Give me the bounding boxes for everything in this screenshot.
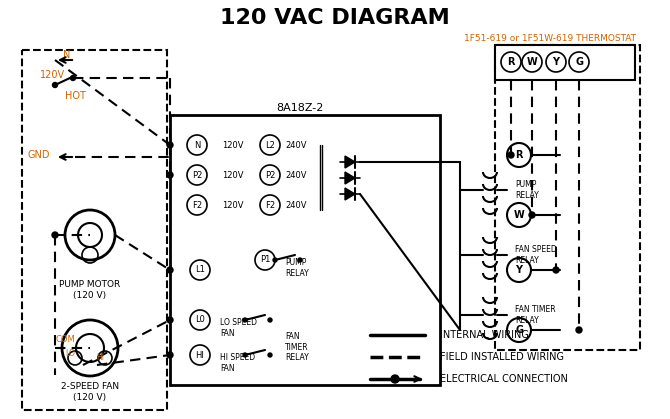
Text: HOT: HOT	[65, 91, 86, 101]
Text: 8A18Z-2: 8A18Z-2	[276, 103, 324, 113]
Text: 1F51-619 or 1F51W-619 THERMOSTAT: 1F51-619 or 1F51W-619 THERMOSTAT	[464, 34, 636, 42]
Text: ELECTRICAL CONNECTION: ELECTRICAL CONNECTION	[440, 374, 568, 384]
Text: W: W	[527, 57, 537, 67]
Text: LO SPEED
FAN: LO SPEED FAN	[220, 318, 257, 338]
Circle shape	[268, 318, 272, 322]
Text: 120V: 120V	[222, 171, 243, 179]
Circle shape	[70, 75, 76, 80]
Circle shape	[391, 375, 399, 383]
Circle shape	[553, 267, 559, 273]
Text: Y: Y	[515, 265, 523, 275]
Text: R: R	[515, 150, 523, 160]
Circle shape	[167, 352, 173, 358]
Text: 120V: 120V	[222, 201, 243, 210]
Text: 120V: 120V	[40, 70, 65, 80]
Circle shape	[243, 318, 247, 322]
Circle shape	[167, 317, 173, 323]
Circle shape	[243, 353, 247, 357]
Text: 240V: 240V	[285, 201, 306, 210]
Polygon shape	[345, 156, 355, 168]
Text: HI: HI	[96, 354, 104, 362]
Circle shape	[167, 267, 173, 273]
Text: N: N	[63, 50, 71, 60]
Text: FAN
TIMER
RELAY: FAN TIMER RELAY	[285, 332, 309, 362]
Text: 120 VAC DIAGRAM: 120 VAC DIAGRAM	[220, 8, 450, 28]
Text: HI: HI	[196, 351, 204, 360]
Text: 120V: 120V	[222, 140, 243, 150]
Circle shape	[273, 258, 277, 262]
Bar	[170, 115, 440, 385]
Circle shape	[508, 152, 514, 158]
Text: P2: P2	[192, 171, 202, 179]
Text: INTERNAL WIRING: INTERNAL WIRING	[440, 330, 529, 340]
Text: P1: P1	[260, 256, 270, 264]
Text: L0: L0	[195, 316, 205, 324]
Text: LO: LO	[65, 349, 75, 357]
Bar	[495, 45, 640, 350]
Text: PUMP
RELAY: PUMP RELAY	[285, 258, 309, 278]
Text: 240V: 240V	[285, 171, 306, 179]
Text: 240V: 240V	[285, 140, 306, 150]
Circle shape	[52, 232, 58, 238]
Text: R: R	[507, 57, 515, 67]
Circle shape	[52, 83, 58, 88]
Text: HI SPEED
FAN: HI SPEED FAN	[220, 353, 255, 372]
Text: FAN SPEED
RELAY: FAN SPEED RELAY	[515, 245, 557, 265]
Text: W: W	[514, 210, 525, 220]
Bar	[22, 50, 167, 410]
Polygon shape	[345, 172, 355, 184]
Text: L2: L2	[265, 140, 275, 150]
Text: G: G	[575, 57, 583, 67]
Circle shape	[167, 172, 173, 178]
Text: 2-SPEED FAN
(120 V): 2-SPEED FAN (120 V)	[61, 382, 119, 402]
Polygon shape	[345, 188, 355, 200]
Circle shape	[268, 353, 272, 357]
Text: FAN TIMER
RELAY: FAN TIMER RELAY	[515, 305, 555, 325]
Text: GND: GND	[28, 150, 50, 160]
Text: PUMP
RELAY: PUMP RELAY	[515, 180, 539, 200]
Text: F2: F2	[265, 201, 275, 210]
Text: L1: L1	[195, 266, 205, 274]
Circle shape	[529, 212, 535, 218]
Text: FIELD INSTALLED WIRING: FIELD INSTALLED WIRING	[440, 352, 564, 362]
Text: N: N	[194, 140, 200, 150]
Text: P2: P2	[265, 171, 275, 179]
Text: COM: COM	[55, 336, 75, 344]
Text: PUMP MOTOR
(120 V): PUMP MOTOR (120 V)	[60, 280, 121, 300]
Text: Y: Y	[553, 57, 559, 67]
Text: F2: F2	[192, 201, 202, 210]
Bar	[495, 45, 635, 80]
Circle shape	[167, 142, 173, 148]
Circle shape	[298, 258, 302, 262]
Circle shape	[576, 327, 582, 333]
Text: G: G	[515, 325, 523, 335]
